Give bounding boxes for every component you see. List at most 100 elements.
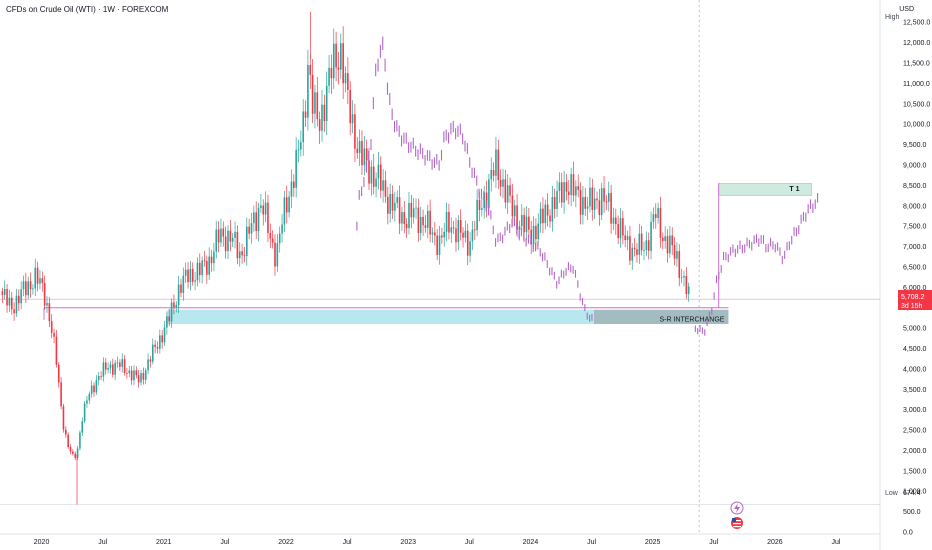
high-label: High (885, 14, 900, 21)
candle-body (27, 281, 30, 296)
candle-body (372, 166, 375, 187)
candle-body (603, 188, 605, 202)
candle-body (309, 65, 312, 75)
candle-body (640, 233, 643, 251)
candle-body (511, 195, 514, 217)
candle-body (335, 43, 337, 68)
y-tick-label: 1,000.0 (903, 489, 926, 496)
candle-body (572, 174, 575, 196)
y-tick-label: 12,000.0 (903, 40, 930, 47)
candle-body (250, 223, 253, 234)
y-tick-label: 7,500.0 (903, 224, 926, 231)
candle-body (563, 182, 565, 203)
candle-body (293, 181, 295, 188)
candle-body (50, 321, 53, 333)
candle-body (121, 359, 124, 367)
us-flag-icon[interactable] (731, 517, 743, 529)
candle-body (671, 235, 674, 246)
candle-body (558, 182, 561, 192)
candle-body (234, 231, 236, 238)
candle-body (154, 344, 156, 347)
candle-body (492, 169, 495, 176)
candle-body (321, 104, 323, 131)
candle-body (523, 214, 525, 233)
candle-body (565, 182, 568, 192)
candle-body (619, 218, 622, 239)
candle-body (213, 251, 215, 264)
candle-body (316, 92, 319, 120)
candle-body (687, 286, 690, 295)
candle-body (589, 187, 591, 207)
candle-body (116, 362, 119, 364)
candle-body (666, 236, 669, 254)
candle-body (504, 179, 507, 203)
candle-body (302, 111, 305, 143)
y-tick-label: 8,500.0 (903, 183, 926, 190)
candle-body (144, 370, 147, 380)
candle-body (351, 114, 354, 124)
candle-body (220, 228, 222, 243)
candle-body (537, 223, 540, 240)
candle-body (544, 204, 547, 224)
candle-body (300, 142, 302, 150)
candle-body (387, 196, 389, 214)
x-tick-label: Jul (343, 539, 352, 546)
candle-body (650, 221, 652, 251)
candle-body (368, 160, 370, 184)
candle-body (159, 335, 161, 349)
candle-body (600, 188, 603, 216)
candle-body (276, 243, 279, 267)
candle-body (274, 242, 276, 267)
candle-body (377, 164, 380, 179)
candle-body (177, 284, 180, 306)
candle-body (43, 282, 46, 306)
candle-body (156, 346, 159, 349)
candle-body (46, 303, 48, 306)
grid-layer (0, 0, 881, 550)
candle-body (39, 278, 41, 284)
candle-body (3, 288, 6, 295)
candle-body (187, 269, 189, 283)
candle-body (462, 232, 464, 238)
candle-body (109, 364, 112, 369)
candle-body (575, 186, 577, 196)
candle-body (196, 262, 199, 281)
candle-body (8, 297, 11, 306)
candle-body (151, 344, 154, 362)
candle-body (184, 269, 187, 276)
candle-body (434, 232, 436, 236)
candle-body (224, 236, 227, 252)
candle-body (436, 235, 438, 255)
x-tick-label: Jul (220, 539, 229, 546)
candle-body (384, 180, 387, 197)
candle-body (664, 236, 666, 242)
time-axis[interactable]: 2020 Jul 2021 Jul 2022 Jul 2023 Jul 2024 Jul 2025 J… (34, 539, 841, 546)
candle-body (678, 251, 681, 279)
candle-body (457, 220, 460, 243)
candle-body (389, 193, 391, 214)
x-tick-label: 2022 (278, 539, 294, 546)
sr-zone-label: S-R INTERCHANGE (659, 317, 724, 324)
lightning-icon[interactable] (730, 501, 744, 515)
candle-body (633, 247, 636, 250)
candle-body (130, 370, 133, 381)
y-tick-label: 3,500.0 (903, 387, 926, 394)
y-tick-label: 2,000.0 (903, 448, 926, 455)
candle-body (97, 376, 100, 381)
candle-body (107, 368, 109, 370)
candle-body (290, 181, 293, 197)
x-tick-label: Jul (98, 539, 107, 546)
candle-body (452, 227, 455, 229)
candle-body (443, 231, 446, 238)
candle-body (469, 241, 471, 256)
candle-body (412, 208, 415, 218)
candle-body (126, 372, 128, 374)
candle-body (74, 453, 77, 458)
price-axis[interactable]: 0.0 500.0 1,000.0 1,500.0 2,000.0 2,500.0 3,00… (903, 20, 930, 537)
candle-body (478, 199, 481, 210)
candle-body (217, 229, 220, 243)
candle-body (257, 208, 260, 232)
x-tick-label: Jul (587, 539, 596, 546)
candle-body (262, 205, 265, 215)
